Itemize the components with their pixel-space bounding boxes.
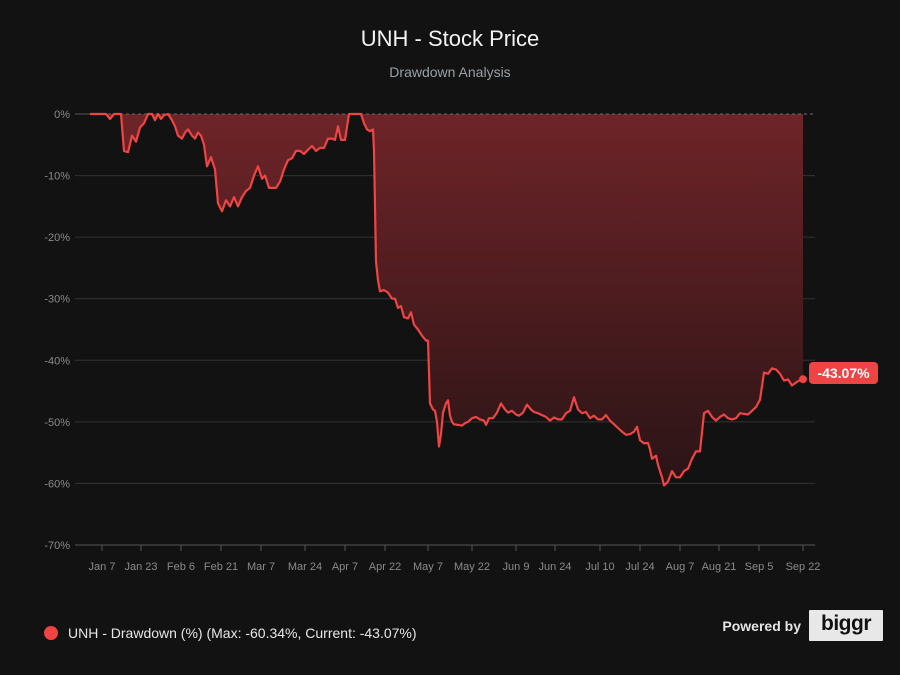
x-tick-label: Apr 7 [332,561,358,573]
current-value-badge: -43.07% [809,362,878,384]
x-tick-label: Sep 22 [786,561,821,573]
x-tick-label: Mar 24 [288,561,322,573]
x-tick-label: Aug 7 [666,561,695,573]
x-tick-label: May 7 [413,561,443,573]
x-tick-label: Jan 7 [89,561,116,573]
current-value-label: -43.07% [817,365,870,381]
x-axis: Jan 7 Jan 23 Feb 6 Feb 21 Mar 7 Mar 24 Apr 7 Ap… [89,545,821,573]
brand-logo[interactable]: biggr [809,610,883,641]
x-tick-label: Jun 24 [538,561,571,573]
x-tick-label: Feb 6 [167,561,195,573]
x-tick-label: Jan 23 [124,561,157,573]
y-tick-label: -40% [44,355,70,367]
x-tick-label: Aug 21 [702,561,737,573]
y-tick-label: -50% [44,417,70,429]
x-tick-label: Feb 21 [204,561,238,573]
drawdown-line[interactable] [90,112,804,487]
x-tick-label: Sep 5 [745,561,774,573]
legend-marker-icon [44,626,58,640]
chart-title: UNH - Stock Price [360,26,540,51]
y-tick-label: 0% [54,109,70,121]
y-tick-label: -20% [44,232,70,244]
x-tick-label: Jun 9 [503,561,530,573]
x-tick-label: Apr 22 [369,561,401,573]
y-axis: 0% -10% -20% -30% -40% -50% -60% -70% [44,109,70,552]
powered-by-text: Powered by [722,617,801,634]
y-tick-label: -10% [44,171,70,183]
x-tick-label: Mar 7 [247,561,275,573]
chart-subtitle: Drawdown Analysis [389,64,511,80]
x-tick-label: Jul 24 [625,561,654,573]
x-tick-label: Jul 10 [585,561,614,573]
y-tick-label: -60% [44,478,70,490]
legend-label: UNH - Drawdown (%) (Max: -60.34%, Curren… [68,625,417,641]
current-point-marker[interactable] [799,375,807,384]
powered-by: Powered by biggr [722,610,883,641]
x-tick-label: May 22 [454,561,490,573]
legend[interactable]: UNH - Drawdown (%) (Max: -60.34%, Curren… [44,625,417,641]
drawdown-area [90,114,803,486]
y-tick-label: -30% [44,294,70,306]
y-tick-label: -70% [44,540,70,552]
